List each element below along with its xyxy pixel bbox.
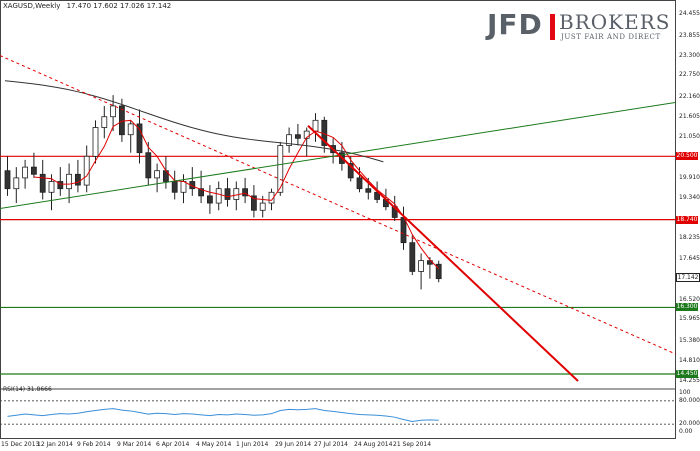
price-axis-label: 14.810 [679, 357, 700, 365]
dashed-trendline [0, 55, 677, 355]
candle-bear [119, 105, 125, 136]
candle-bull [259, 202, 266, 211]
price-axis-label: 22.750 [679, 71, 700, 79]
price-axis-label: 18.235 [679, 233, 700, 241]
time-axis-label: 4 May 2014 [196, 441, 232, 448]
price-axis-label: 22.160 [679, 92, 700, 100]
rsi-line [7, 408, 439, 422]
candle-bear [365, 188, 372, 193]
red-trendline [307, 124, 579, 382]
price-axis-label: 14.255 [679, 377, 700, 384]
candle-bull [127, 123, 134, 136]
symbol-label: XAGUSD,Weekly [3, 2, 61, 10]
candle-bear [294, 134, 301, 139]
candle-bear [4, 170, 11, 190]
current-price-badge: 17.142 [676, 273, 700, 283]
price-axis-label: 15.380 [679, 336, 700, 344]
chart-title: XAGUSD,Weekly 17.470 17.602 17.026 17.14… [3, 2, 175, 10]
candle-bear [409, 242, 416, 272]
candle-bull [83, 155, 90, 186]
price-axis-label: 24.455 [679, 10, 700, 17]
candle-bull [66, 173, 72, 190]
candle-bull [13, 177, 20, 190]
candle-bear [242, 188, 249, 197]
candle-bull [312, 119, 319, 132]
logo-jfd-text: JFD [487, 8, 543, 41]
candle-bear [435, 263, 442, 280]
candle-bear [75, 173, 81, 186]
price-axis-label: 19.340 [679, 194, 700, 202]
time-axis-label: 6 Apr 2014 [156, 441, 190, 448]
candle-bear [39, 173, 46, 193]
time-axis-label: 9 Feb 2014 [77, 441, 111, 448]
candle-bear [356, 177, 363, 190]
candle-bull [215, 188, 222, 204]
level-price-badge: 14.450 [676, 369, 698, 378]
candle-bear [347, 163, 354, 179]
rsi-axis-label: 100 [679, 389, 691, 396]
level-price-badge: 20.500 [676, 152, 698, 161]
price-axis-label: 23.300 [679, 51, 700, 59]
candle-bear [136, 123, 143, 154]
price-axis-label: 23.855 [679, 31, 700, 39]
candle-bull [154, 170, 161, 179]
rsi-axis-label: 0.00 [679, 428, 693, 435]
time-axis-label: 12 Jan 2014 [37, 441, 73, 448]
candle-bull [418, 260, 425, 272]
candle-bull [48, 181, 55, 193]
time-axis-label: 29 Jun 2014 [275, 441, 312, 448]
candle-bear [30, 166, 37, 175]
candle-bull [180, 181, 187, 193]
price-axis-label: 17.645 [679, 255, 700, 263]
time-axis-label: 27 Jul 2014 [314, 441, 348, 448]
candle-bear [145, 152, 152, 179]
candle-bear [250, 195, 257, 211]
time-axis-label: 21 Sep 2014 [393, 441, 432, 448]
time-axis-label: 24 Aug 2014 [354, 441, 393, 448]
broker-logo: JFD BROKERS JUST FAIR AND DIRECT [487, 8, 671, 44]
candle-bear [198, 188, 205, 197]
time-axis-label: 1 Jun 2014 [236, 441, 269, 448]
price-axis-label: 21.605 [679, 112, 700, 120]
candle-bear [224, 188, 231, 200]
candle-bull [110, 105, 116, 118]
ma-slow-line [4, 80, 384, 163]
price-axis-label: 15.965 [679, 315, 700, 323]
time-axis-label: 9 Mar 2014 [117, 441, 152, 448]
logo-tagline: JUST FAIR AND DIRECT [561, 33, 661, 41]
logo-brokers-text: BROKERS [559, 10, 671, 34]
candle-bear [206, 195, 213, 204]
time-axis-label: 15 Dec 2013 [1, 441, 40, 448]
candle-bull [233, 188, 240, 200]
level-price-badge: 16.300 [676, 303, 698, 312]
level-price-badge: 18.740 [676, 215, 698, 224]
candle-bull [101, 116, 108, 128]
ohlc-readout: 17.470 17.602 17.026 17.142 [66, 2, 172, 10]
price-axis-label: 16.520 [679, 295, 700, 303]
candle-bull [22, 166, 29, 179]
candle-bear [57, 181, 64, 190]
candle-bull [277, 145, 284, 193]
price-axis-label: 19.910 [679, 173, 700, 181]
ma-fast-line [33, 119, 440, 270]
candle-bull [268, 191, 275, 204]
candle-bull [286, 134, 293, 146]
rsi-title: RSI(14) 31.8666 [3, 386, 52, 393]
price-axis-label: 21.050 [679, 132, 700, 140]
candle-bear [171, 181, 178, 193]
candle-bull [92, 127, 99, 157]
logo-red-bar [550, 14, 555, 40]
